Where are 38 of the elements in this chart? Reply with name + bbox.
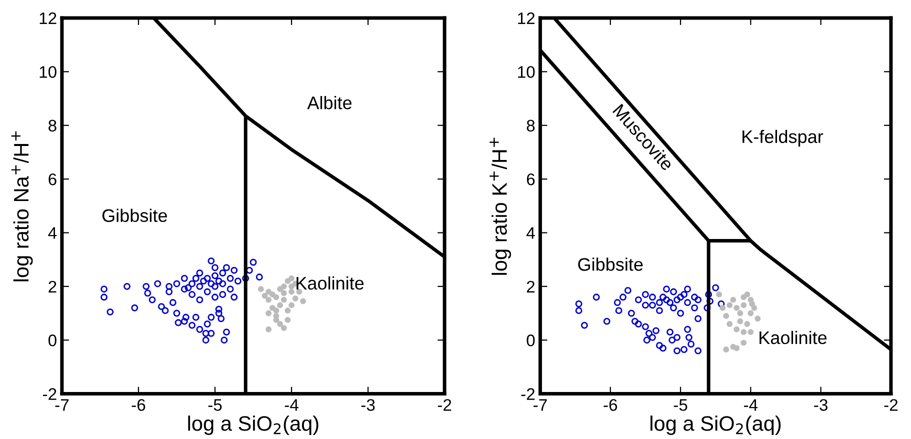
y-tick-label: 2 — [48, 280, 56, 292]
x-tick-label: -3 — [814, 399, 828, 411]
annotation: Albite — [307, 96, 352, 110]
annotation: Kaolinite — [760, 330, 827, 344]
y-tick-label: 6 — [48, 173, 56, 186]
y-tick-label: 0 — [48, 334, 56, 346]
y-tick-label: 12 — [40, 12, 56, 24]
y-tick-label: 8 — [48, 120, 56, 132]
x-tick-label: -2 — [884, 399, 898, 411]
annotation: K-feldspar — [742, 130, 824, 147]
x-tick-label: -6 — [604, 399, 618, 411]
x-tick-label: -7 — [55, 399, 69, 411]
x-tick-label: -3 — [361, 399, 375, 411]
x-axis-title: log a SiO$_{2}$(aq) — [188, 416, 318, 435]
annotation: Gibbsite — [578, 258, 643, 271]
x-tick-label: -6 — [132, 399, 146, 411]
x-tick-label: -2 — [438, 399, 452, 411]
y-axis-title: log ratio Na$^{+}$/H$^{+}$ — [11, 131, 33, 282]
y-tick-label: 6 — [526, 173, 535, 186]
y-tick-label: 0 — [526, 334, 535, 346]
x-tick-label: -5 — [674, 399, 688, 411]
annotation: Gibbsite — [102, 208, 167, 222]
y-tick-label: 8 — [526, 120, 535, 132]
x-tick-label: -4 — [284, 399, 298, 411]
y-tick-label: 4 — [48, 227, 57, 239]
x-axis-title: log a SiO$_{2}$(aq) — [650, 416, 781, 435]
x-tick-label: -7 — [534, 399, 547, 411]
annotation: Kaolinite — [296, 276, 364, 290]
y-tick-label: -2 — [521, 388, 535, 400]
x-tick-label: -4 — [744, 399, 758, 411]
y-axis-title: log ratio K$^{+}$/H$^{+}$ — [490, 138, 512, 275]
y-tick-label: 10 — [40, 66, 56, 78]
y-tick-label: 12 — [518, 12, 535, 24]
x-tick-label: -5 — [208, 399, 222, 411]
y-tick-label: 2 — [526, 280, 535, 292]
y-tick-label: -2 — [43, 388, 56, 400]
y-tick-label: 4 — [526, 227, 535, 239]
y-tick-label: 10 — [518, 66, 535, 78]
